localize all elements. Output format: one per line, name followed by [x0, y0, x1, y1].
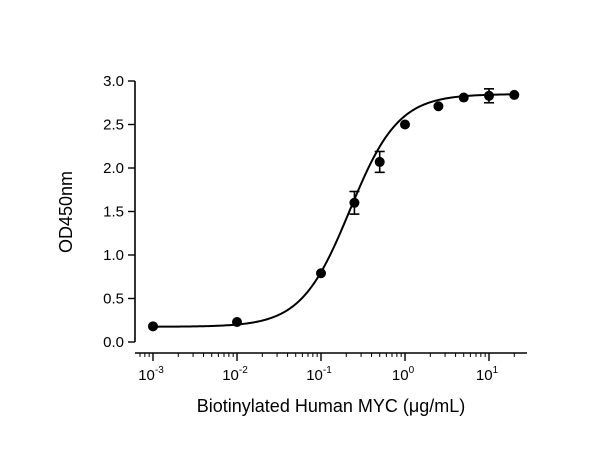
data-point-5 — [400, 119, 410, 130]
y-axis-label: OD450nm — [56, 171, 76, 253]
fit-curve — [153, 93, 515, 328]
y-tick-label: 1.5 — [103, 204, 124, 221]
data-point-8 — [484, 90, 494, 101]
data-point-4 — [374, 156, 385, 167]
data-point-3 — [349, 197, 360, 208]
y-tick-label: 1.0 — [103, 247, 124, 264]
data-point-2 — [316, 268, 326, 279]
x-axis-label: Biotinylated Human MYC (μg/mL) — [197, 396, 465, 416]
data-point-9 — [509, 89, 520, 100]
y-tick-label: 2.5 — [103, 117, 124, 134]
x-tick-label: 10-2 — [222, 365, 248, 384]
y-axis-ticks: 0.0 0.5 1.0 1.5 2.0 2.5 3.0 — [103, 73, 135, 351]
x-tick-label: 10-3 — [138, 365, 164, 384]
y-tick-label: 3.0 — [103, 73, 124, 90]
x-tick-label: 100 — [392, 365, 415, 384]
data-point-6 — [433, 101, 444, 112]
data-point-0 — [148, 321, 158, 332]
y-tick-label: 0.0 — [103, 334, 124, 351]
x-tick-label: 10-1 — [306, 365, 332, 384]
data-points — [148, 88, 520, 332]
data-point-7 — [458, 92, 469, 103]
data-point-1 — [232, 316, 242, 327]
y-tick-label: 2.0 — [103, 160, 124, 177]
y-tick-label: 0.5 — [103, 291, 124, 308]
x-axis-ticks: 10-3 10-2 10-1 100 101 — [138, 353, 515, 384]
x-tick-label: 101 — [476, 365, 499, 384]
